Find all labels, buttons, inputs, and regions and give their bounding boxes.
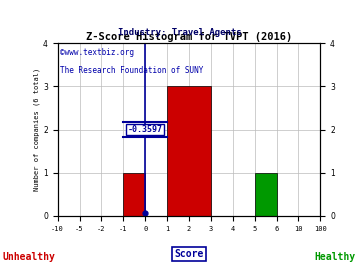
Text: Industry: Travel Agents: Industry: Travel Agents bbox=[118, 28, 242, 37]
Bar bbox=[167, 86, 211, 216]
Y-axis label: Number of companies (6 total): Number of companies (6 total) bbox=[34, 68, 40, 191]
Text: Unhealthy: Unhealthy bbox=[3, 252, 55, 262]
Text: -0.3597: -0.3597 bbox=[128, 125, 163, 134]
Text: Score: Score bbox=[174, 249, 204, 259]
Bar bbox=[255, 173, 276, 216]
Bar bbox=[123, 173, 145, 216]
Text: ©www.textbiz.org: ©www.textbiz.org bbox=[60, 48, 134, 58]
Title: Z-Score Histogram for TVPT (2016): Z-Score Histogram for TVPT (2016) bbox=[86, 32, 292, 42]
Text: Healthy: Healthy bbox=[314, 252, 355, 262]
Text: The Research Foundation of SUNY: The Research Foundation of SUNY bbox=[60, 66, 204, 75]
